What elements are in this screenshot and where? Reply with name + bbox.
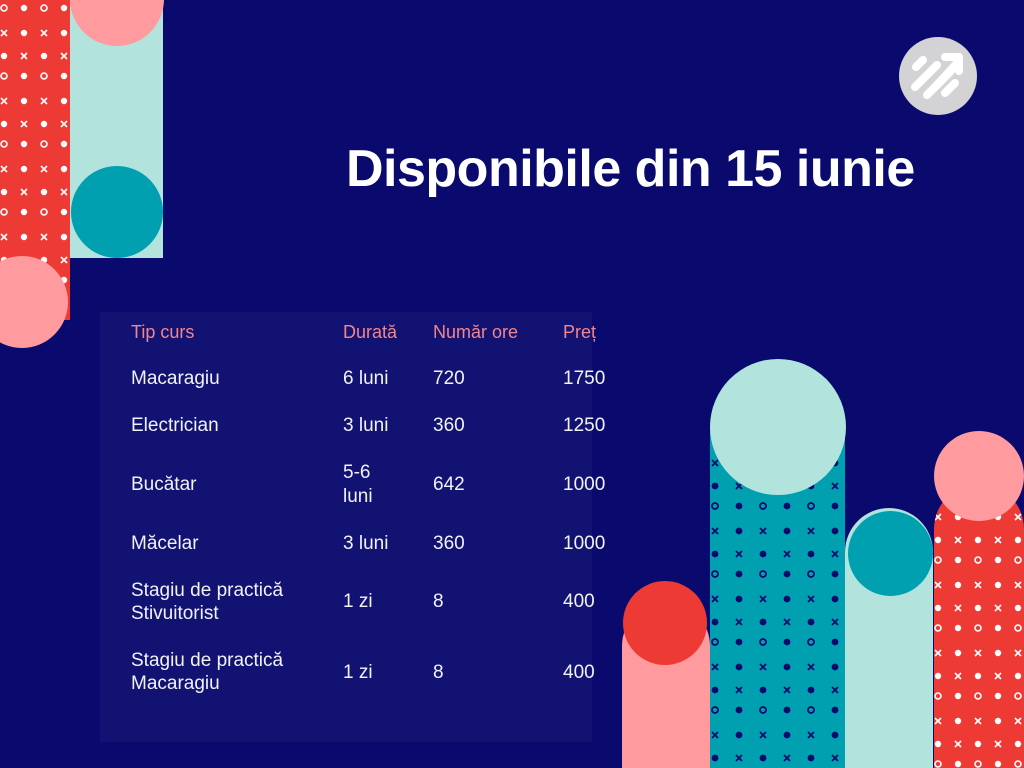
table-row: Stagiu de practică Stivuitorist 1 zi 8 400 — [100, 567, 639, 637]
dot-pattern-overlay — [934, 484, 1024, 768]
duration-cell: 1 zi — [343, 591, 373, 613]
price-cell: 1000 — [563, 473, 606, 495]
table-header-row: Tip curs Durată Număr ore Preț — [100, 312, 639, 355]
table-row: Electrician 3 luni 360 1250 — [100, 402, 639, 449]
table-body: Macaragiu 6 luni 720 1750 Electrician 3 luni 3… — [100, 355, 639, 708]
table-row: Bucătar 5-6 luni 642 1000 — [100, 449, 639, 519]
course-name-cell: Electrician — [131, 415, 219, 437]
course-name-cell: Stagiu de practică Stivuitorist — [131, 579, 284, 625]
table-row: Stagiu de practică Macaragiu 1 zi 8 400 — [100, 637, 639, 707]
column-header-numar-ore: Număr ore — [433, 322, 519, 342]
duration-cell: 6 luni — [343, 368, 389, 389]
column-header-pret: Preț — [563, 322, 597, 342]
course-name-cell: Macaragiu — [131, 368, 220, 389]
hours-cell: 8 — [433, 591, 444, 613]
table-row: Macaragiu 6 luni 720 1750 — [100, 355, 639, 402]
course-table: Tip curs Durată Număr ore Preț Macaragiu… — [100, 312, 639, 708]
hours-cell: 360 — [433, 532, 465, 554]
price-cell: 1000 — [563, 532, 606, 554]
bottom-red-patterned-column — [934, 484, 1024, 768]
brand-logo-circle[interactable] — [899, 37, 977, 115]
hours-cell: 8 — [433, 661, 444, 683]
column-header-durata: Durată — [343, 322, 398, 342]
duration-cell: 1 zi — [343, 661, 373, 683]
top-left-teal-circle — [71, 166, 163, 258]
bottom-pink-circle — [934, 431, 1024, 521]
duration-cell: 5-6 luni — [343, 462, 373, 507]
diagonal-stripes-arrow-icon — [911, 53, 963, 99]
course-name-cell: Măcelar — [131, 532, 199, 554]
course-name-cell: Stagiu de practică Macaragiu — [131, 650, 284, 695]
hours-cell: 720 — [433, 368, 465, 389]
hours-cell: 642 — [433, 473, 465, 495]
bottom-red-circle — [623, 581, 707, 665]
page-title: Disponibile din 15 iunie — [346, 140, 915, 198]
table-row: Măcelar 3 luni 360 1000 — [100, 520, 639, 567]
table-head: Tip curs Durată Număr ore Preț — [100, 312, 639, 355]
duration-cell: 3 luni — [343, 532, 389, 554]
price-cell: 400 — [563, 591, 595, 613]
duration-cell: 3 luni — [343, 415, 389, 437]
price-cell: 400 — [563, 661, 595, 683]
hours-cell: 360 — [433, 415, 465, 437]
bottom-teal-circle — [848, 511, 933, 596]
price-cell: 1250 — [563, 415, 606, 437]
course-name-cell: Bucătar — [131, 473, 197, 495]
bottom-mint-circle — [710, 359, 846, 495]
price-cell: 1750 — [563, 368, 606, 389]
column-header-tip-curs: Tip curs — [131, 322, 195, 342]
